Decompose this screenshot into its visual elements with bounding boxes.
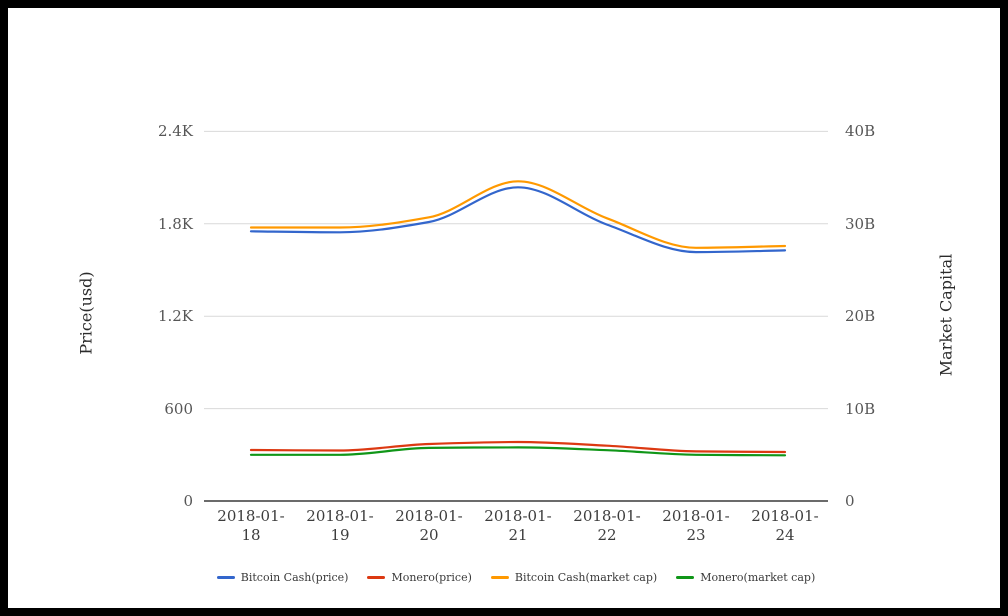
series-line-bitcoin-cash-market-cap: [249, 180, 787, 249]
legend-item-monero-price[interactable]: Monero(price): [367, 571, 472, 584]
series-line-monero-market-cap: [249, 446, 787, 457]
legend-item-bitcoin-cash-price[interactable]: Bitcoin Cash(price): [216, 571, 349, 584]
right-tick-label: 20B: [845, 307, 876, 326]
legend-label: Bitcoin Cash(market cap): [514, 571, 658, 584]
legend-line-marker: [676, 576, 695, 579]
legend: Bitcoin Cash(price) Monero(price) Bitcoin …: [204, 571, 828, 584]
x-tick-label: 2018-01- 20: [395, 507, 463, 544]
left-tick-label: 1.2K: [157, 307, 193, 326]
right-tick-label: 0: [845, 492, 855, 510]
legend-line-marker: [216, 576, 235, 579]
left-tick-label: 1.8K: [157, 214, 193, 233]
legend-item-bitcoin-cash-market-cap[interactable]: Bitcoin Cash(market cap): [490, 571, 658, 584]
right-tick-label: 30B: [845, 214, 876, 233]
x-tick-label: 2018-01- 24: [751, 507, 819, 544]
x-tick-label: 2018-01- 23: [662, 507, 730, 544]
legend-label: Monero(market cap): [700, 571, 816, 584]
left-tick-label: 0: [183, 492, 193, 510]
x-tick-label: 2018-01- 21: [484, 507, 552, 544]
left-tick-label: 2.4K: [157, 122, 193, 141]
plot-area: [204, 130, 828, 502]
left-tick-label: 600: [164, 399, 193, 418]
x-tick-label: 2018-01- 19: [306, 507, 374, 544]
legend-line-marker: [367, 576, 386, 579]
series-line-monero-price: [249, 440, 787, 454]
x-tick-label: 2018-01- 18: [217, 507, 285, 544]
series-line-bitcoin-cash-price: [249, 186, 787, 254]
legend-label: Monero(price): [391, 571, 472, 584]
x-tick-label: 2018-01- 22: [573, 507, 641, 544]
legend-line-marker: [490, 576, 509, 579]
right-tick-label: 40B: [845, 122, 876, 141]
series-lines: [249, 180, 787, 457]
legend-label: Bitcoin Cash(price): [240, 571, 349, 584]
gridlines: [204, 130, 828, 502]
legend-item-monero-market-cap[interactable]: Monero(market cap): [676, 571, 815, 584]
right-tick-label: 10B: [845, 399, 876, 418]
